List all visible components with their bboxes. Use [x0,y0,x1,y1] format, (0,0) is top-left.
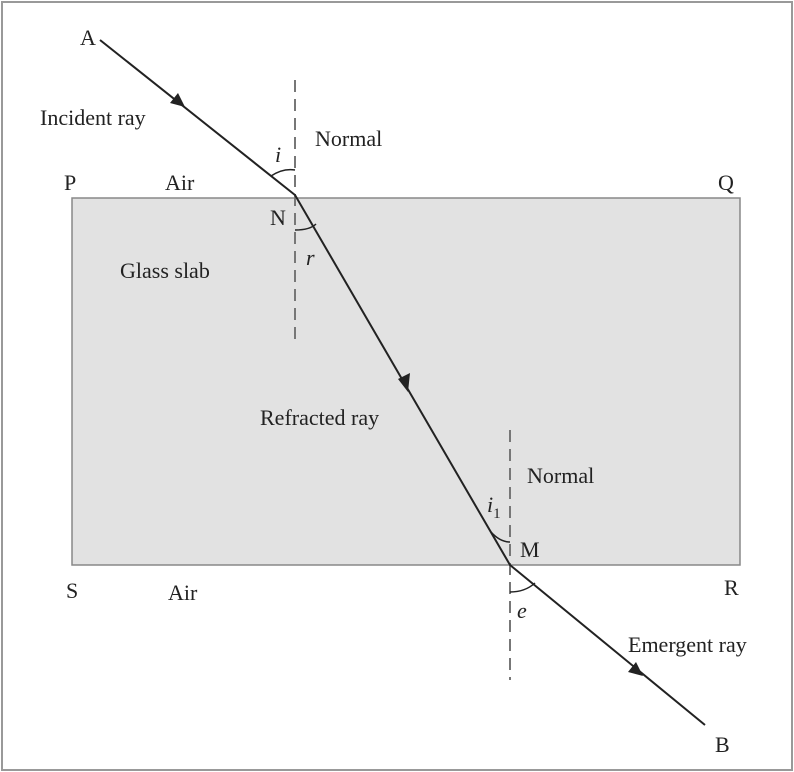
point-label: R [724,575,739,600]
point-label: M [520,537,540,562]
medium-label: Glass slab [120,258,210,283]
angle-base: i [487,492,493,517]
point-label: B [715,732,730,757]
arrowhead [398,373,410,392]
normal-label: Normal [527,463,594,488]
medium-label: Air [165,170,195,195]
angle-arc [509,582,536,593]
ray-label: Refracted ray [260,405,379,430]
point-label: Q [718,170,734,195]
ray-label: Emergent ray [628,632,747,657]
normal-label: Normal [315,126,382,151]
arrowhead [170,93,185,107]
ray-label: Incident ray [40,105,146,130]
arrowhead [628,662,643,676]
angle-arc [270,168,296,177]
point-label: S [66,578,78,603]
angle-arc [490,531,511,543]
angle-label: r [306,245,315,270]
angle-label: i1 [487,492,501,522]
point-label: A [80,25,96,50]
point-label: N [270,205,286,230]
angle-label: i [275,142,281,167]
point-label: P [64,170,76,195]
angle-subscript: 1 [493,506,501,522]
medium-label: Air [168,580,198,605]
angle-label: e [517,598,527,623]
angle-arc [294,223,317,231]
